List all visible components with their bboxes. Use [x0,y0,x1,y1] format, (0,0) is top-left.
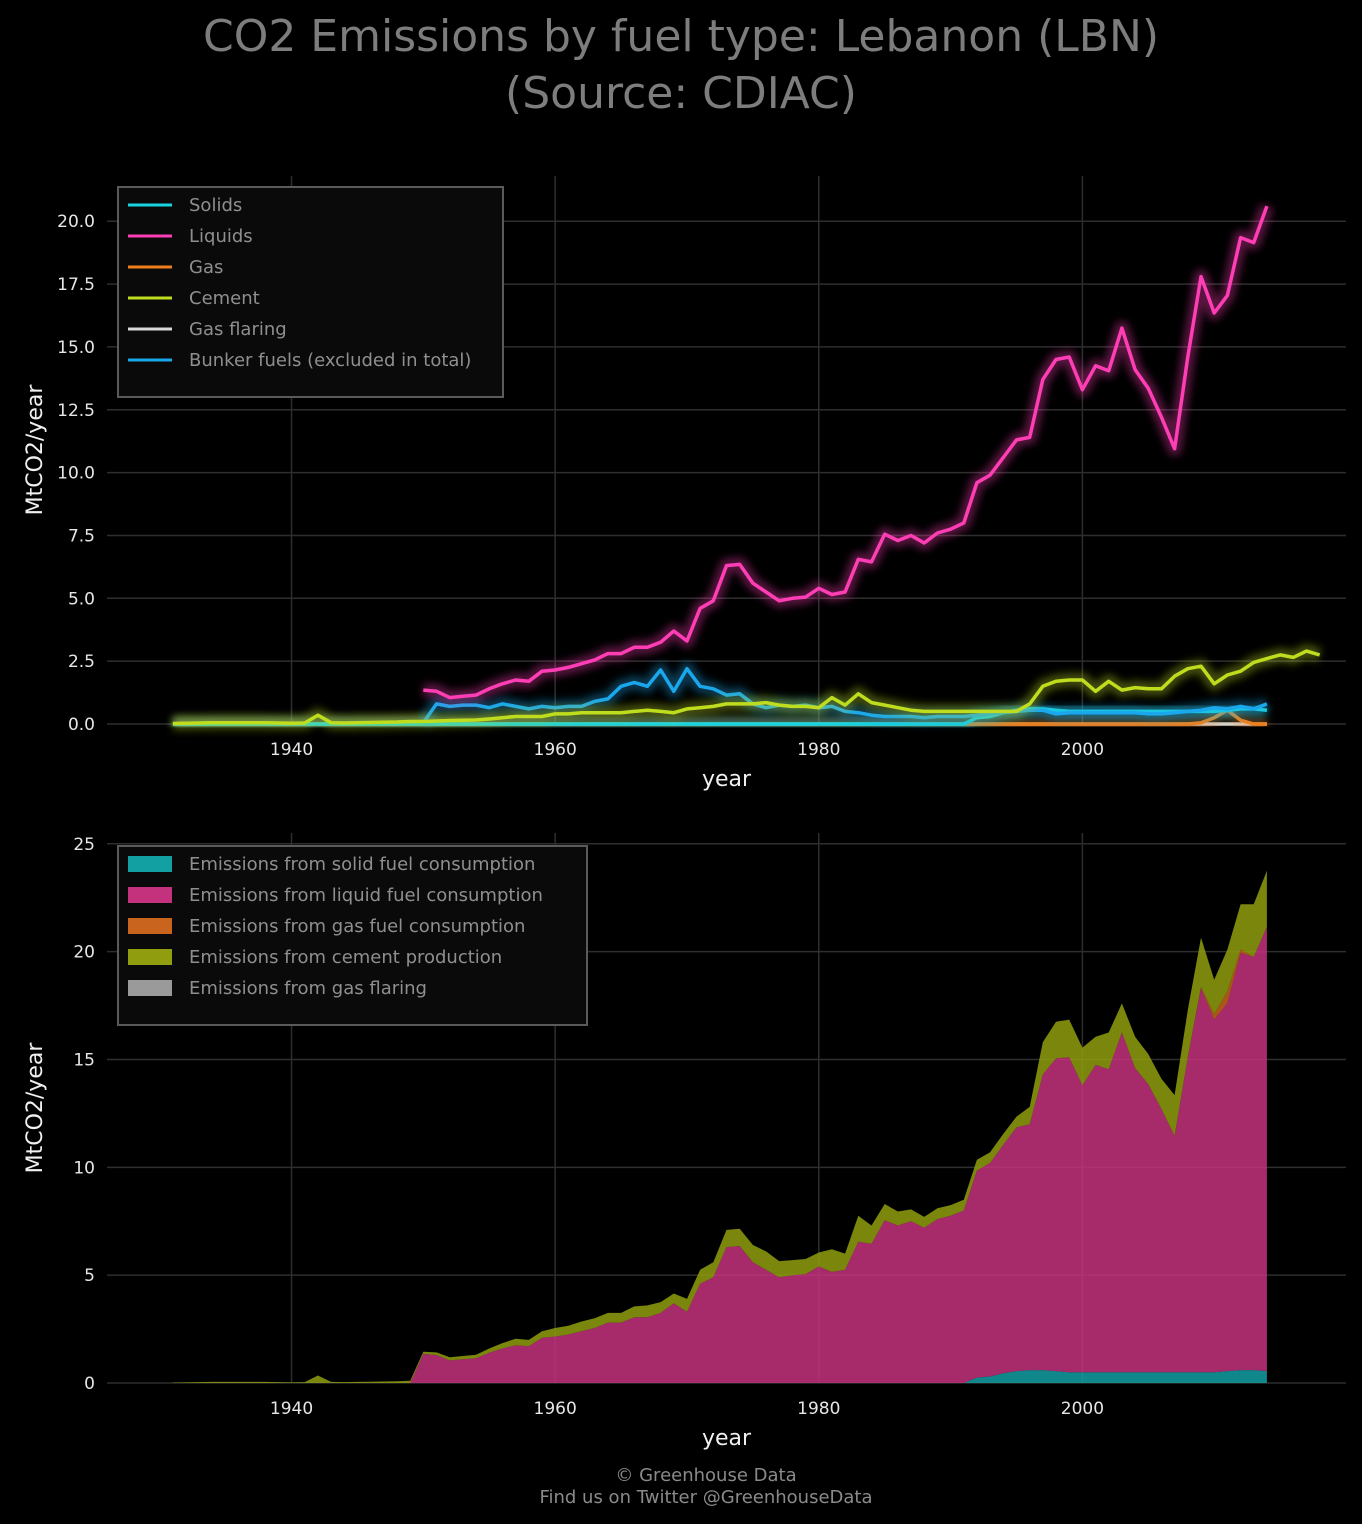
footer-twitter: Find us on Twitter @GreenhouseData [539,1487,873,1508]
y-tick-label: 15 [73,1050,95,1070]
legend-label-emissions-from-cement-production: Emissions from cement production [189,947,502,968]
legend-label-liquids: Liquids [189,226,253,247]
chart-title-line-2: (Source: CDIAC) [505,68,857,119]
footer-copyright: © Greenhouse Data [615,1465,797,1486]
y-tick-label: 0.0 [68,715,95,735]
legend-swatch-emissions-from-cement-production [128,949,172,965]
y-tick-label: 17.5 [57,275,95,295]
series-line-liquids [423,205,1269,700]
x-tick-label: 2000 [1061,740,1104,760]
legend-label-solids: Solids [189,195,242,216]
y-tick-label: 10 [73,1158,95,1178]
y-tick-label: 0 [84,1374,95,1394]
y-tick-label: 15.0 [57,338,95,358]
legend-swatch-emissions-from-solid-fuel-consumption [128,856,172,872]
y-tick-label: 10.0 [57,464,95,484]
y-axis-label: MtCO2/year [23,384,48,516]
y-tick-label: 20 [73,943,95,963]
chart-2: 1940 1960 1980 2000 0 5 10 15 20 25 year MtCO2/year… [23,833,1346,1451]
legend-label-gas-flaring: Gas flaring [189,319,287,340]
x-axis-label: year [702,1426,752,1451]
x-tick-label: 1940 [270,1399,313,1419]
x-tick-label: 1940 [270,740,313,760]
legend-box [117,845,588,1026]
x-tick-label: 1960 [534,740,577,760]
legend-label-emissions-from-gas-flaring: Emissions from gas flaring [189,978,427,999]
chart-title-line-1: CO2 Emissions by fuel type: Lebanon (LBN… [202,11,1160,62]
legend-label-cement: Cement [189,288,260,309]
legend: Emissions from solid fuel consumption Emi… [117,845,588,1026]
y-tick-label: 20.0 [57,212,95,232]
y-tick-label: 12.5 [57,401,95,421]
y-tick-label: 2.5 [68,652,95,672]
x-tick-label: 2000 [1061,1399,1104,1419]
area-emissions-from-solid-fuel-consumption [172,1370,1267,1383]
series-cement [172,644,1322,731]
legend: Solids Liquids Gas Cement Gas flaring Bunker … [117,186,504,398]
area-emissions-from-liquid-fuel-consumption [172,926,1267,1383]
x-tick-label: 1980 [797,1399,840,1419]
y-tick-label: 5 [84,1266,95,1286]
x-tick-label: 1980 [797,740,840,760]
x-axis-label: year [702,767,752,792]
y-axis-label: MtCO2/year [23,1042,48,1174]
legend-box [117,186,504,398]
legend-label-bunker-fuels-excluded-in-total: Bunker fuels (excluded in total) [189,350,471,371]
series-liquids [422,203,1274,705]
legend-label-gas: Gas [189,257,223,278]
y-tick-label: 5.0 [68,589,95,609]
series-glow-liquids [422,203,1274,705]
chart-1: 1940 1960 1980 2000 0.0 2.5 5.0 7.5 10.0 12.5 15.0… [23,176,1346,792]
legend-swatch-emissions-from-liquid-fuel-consumption [128,887,172,903]
legend-swatch-emissions-from-gas-flaring [128,980,172,996]
legend-label-emissions-from-liquid-fuel-consumption: Emissions from liquid fuel consumption [189,885,543,906]
y-tick-label: 7.5 [68,526,95,546]
x-tick-label: 1960 [534,1399,577,1419]
series-line-cement [172,649,1321,726]
legend-label-emissions-from-solid-fuel-consumption: Emissions from solid fuel consumption [189,854,535,875]
y-tick-label: 25 [73,835,95,855]
legend-label-emissions-from-gas-fuel-consumption: Emissions from gas fuel consumption [189,916,525,937]
legend-swatch-emissions-from-gas-fuel-consumption [128,918,172,934]
